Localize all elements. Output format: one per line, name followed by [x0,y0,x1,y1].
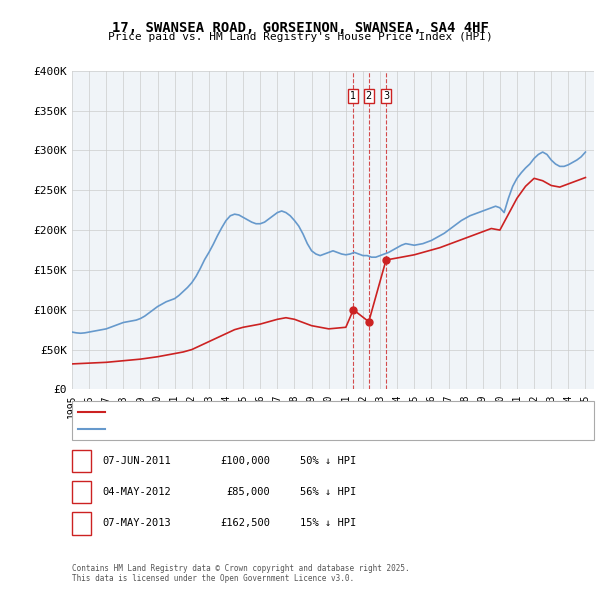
Text: 2: 2 [78,487,85,497]
Text: HPI: Average price, detached house, Swansea: HPI: Average price, detached house, Swan… [111,424,342,433]
Text: £85,000: £85,000 [226,487,270,497]
Text: 04-MAY-2012: 04-MAY-2012 [102,487,171,497]
Text: 3: 3 [78,519,85,528]
Text: 07-MAY-2013: 07-MAY-2013 [102,519,171,528]
Text: 2: 2 [365,91,372,101]
Text: £100,000: £100,000 [220,456,270,466]
Text: 17, SWANSEA ROAD, GORSEINON, SWANSEA, SA4 4HF (detached house): 17, SWANSEA ROAD, GORSEINON, SWANSEA, SA… [111,408,444,417]
Text: 50% ↓ HPI: 50% ↓ HPI [300,456,356,466]
Text: 3: 3 [383,91,389,101]
Text: 07-JUN-2011: 07-JUN-2011 [102,456,171,466]
Text: 15% ↓ HPI: 15% ↓ HPI [300,519,356,528]
Text: 1: 1 [78,456,85,466]
Text: Price paid vs. HM Land Registry's House Price Index (HPI): Price paid vs. HM Land Registry's House … [107,32,493,42]
Text: 56% ↓ HPI: 56% ↓ HPI [300,487,356,497]
Text: £162,500: £162,500 [220,519,270,528]
Text: 1: 1 [350,91,356,101]
Text: 17, SWANSEA ROAD, GORSEINON, SWANSEA, SA4 4HF: 17, SWANSEA ROAD, GORSEINON, SWANSEA, SA… [112,21,488,35]
Text: Contains HM Land Registry data © Crown copyright and database right 2025.
This d: Contains HM Land Registry data © Crown c… [72,563,410,583]
